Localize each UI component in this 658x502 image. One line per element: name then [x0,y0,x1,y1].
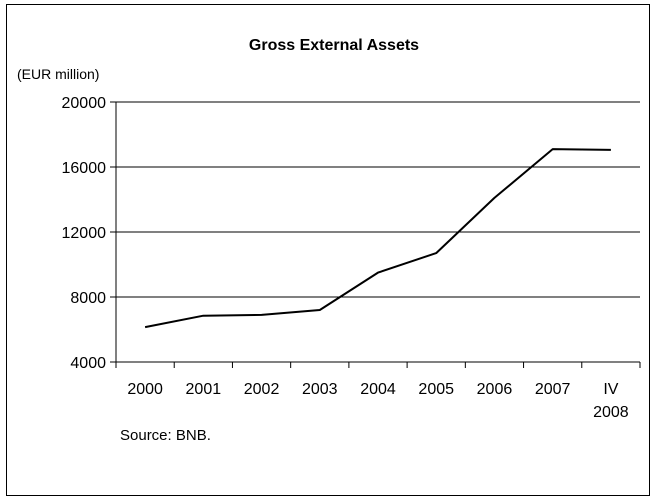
x-tick-label-3: 2003 [302,381,338,398]
x-tick-labels: 2000 2001 2002 2003 2004 2005 2006 2007 IV 2008 [127,381,628,421]
series-group [144,148,611,329]
y-tick-label-20000: 20000 [62,95,107,112]
x-tick-label-1: 2001 [186,381,222,398]
y-tick-label-16000: 16000 [62,160,107,177]
x-tick-label-0: 2000 [127,381,163,398]
x-tick-label-5: 2005 [418,381,454,398]
chart-title: Gross External Assets [249,37,419,54]
series-line-0 [144,148,611,329]
x-tick-label-4: 2004 [360,381,396,398]
x-tick-label-6: 2006 [477,381,513,398]
y-tick-label-4000: 4000 [70,355,106,372]
x-tick-label-8-1: 2008 [593,404,629,421]
y-unit-label: (EUR million) [17,66,99,82]
axes [110,101,641,368]
y-tick-label-8000: 8000 [70,290,106,307]
x-tick-label-8-0: IV [603,381,618,398]
y-tick-labels: 4000 8000 12000 16000 20000 [62,95,107,372]
chart-frame [6,4,650,496]
source-note: Source: BNB. [120,427,211,444]
x-tick-label-2: 2002 [244,381,280,398]
y-tick-label-12000: 12000 [62,225,107,242]
x-tick-label-7: 2007 [535,381,571,398]
gridlines [116,101,640,298]
